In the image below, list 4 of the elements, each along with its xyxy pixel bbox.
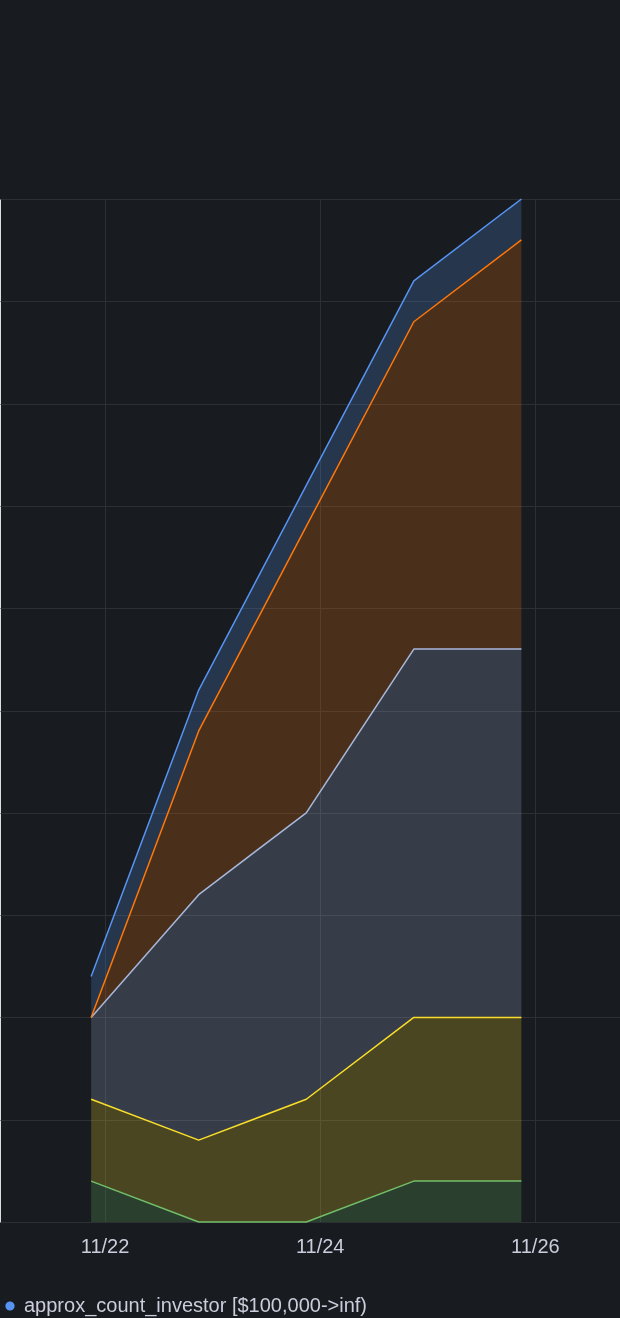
x-tick-label: 11/24 (295, 1234, 345, 1257)
legend-label: approx_count_investor [$100,000->inf) (24, 1294, 368, 1317)
x-tick-label: 11/26 (511, 1234, 560, 1257)
x-tick-label: 11/22 (80, 1234, 130, 1257)
